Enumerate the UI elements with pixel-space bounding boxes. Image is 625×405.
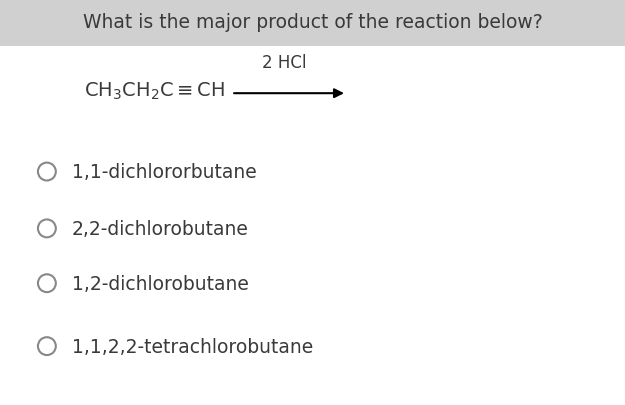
Text: 1,1-dichlororbutane: 1,1-dichlororbutane (72, 163, 257, 181)
Text: CH$_3$CH$_2$C$\equiv$CH: CH$_3$CH$_2$C$\equiv$CH (84, 81, 226, 102)
Text: 1,2-dichlorobutane: 1,2-dichlorobutane (72, 274, 249, 293)
Text: 2,2-dichlorobutane: 2,2-dichlorobutane (72, 220, 249, 238)
Text: What is the major product of the reaction below?: What is the major product of the reactio… (82, 13, 542, 32)
FancyBboxPatch shape (0, 0, 625, 47)
Text: 2 HCl: 2 HCl (262, 54, 307, 72)
Text: 1,1,2,2-tetrachlorobutane: 1,1,2,2-tetrachlorobutane (72, 337, 313, 356)
